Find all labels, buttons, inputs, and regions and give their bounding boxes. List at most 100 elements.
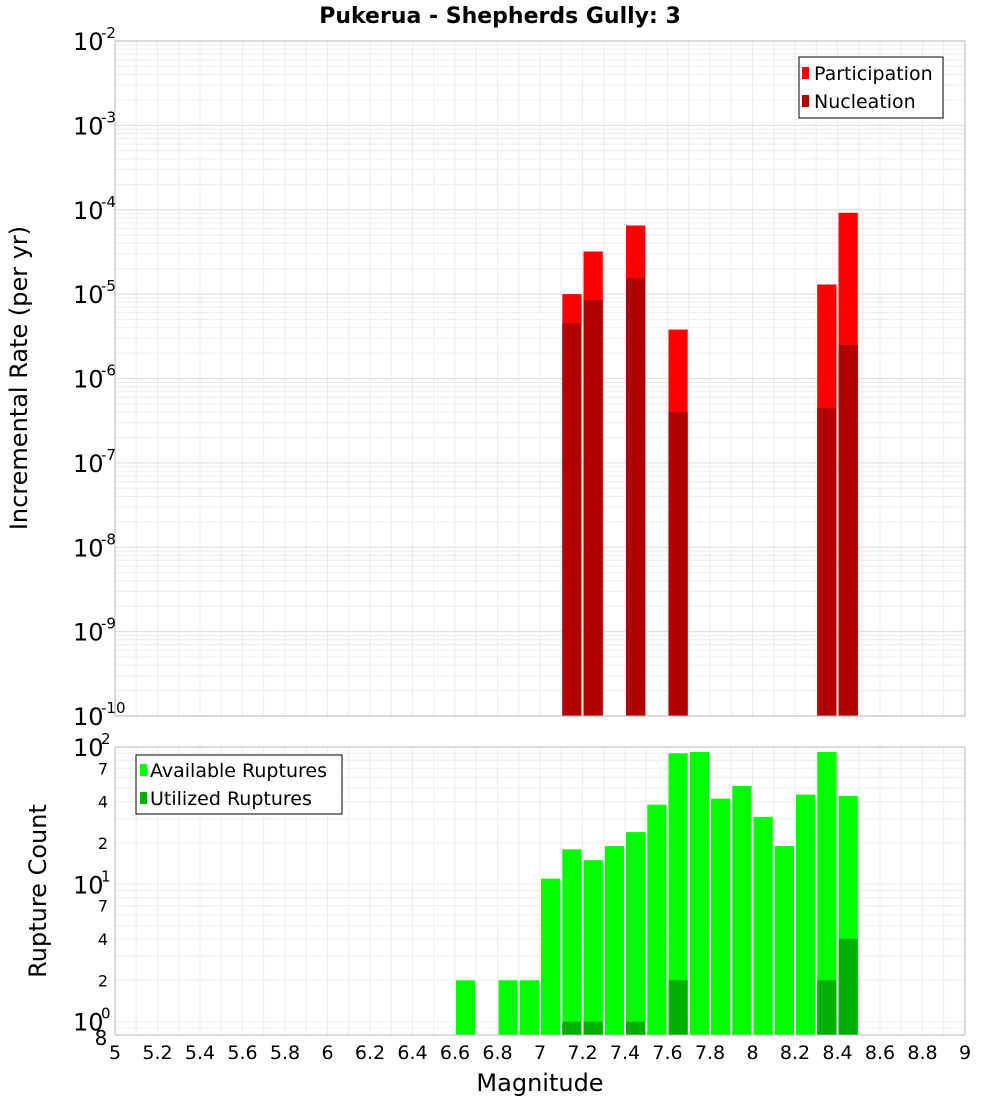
available-ruptures-bar-m8.15	[774, 846, 794, 1035]
x-tick-label: 6.2	[355, 1042, 385, 1064]
svg-text:-2: -2	[101, 24, 116, 42]
x-tick-label: 6	[321, 1042, 333, 1064]
legend-swatch-nucleation	[802, 95, 809, 107]
available-ruptures-bar-m8.35	[817, 752, 837, 1035]
svg-text:-8: -8	[101, 530, 116, 548]
top-y-tick-label: 10-9	[73, 615, 116, 647]
available-ruptures-bar-m8.05	[753, 816, 773, 1035]
x-tick-label: 6.6	[440, 1042, 470, 1064]
bottom-y-major-tick-label: 102	[73, 730, 111, 762]
legend-label-available: Available Ruptures	[150, 760, 327, 782]
available-ruptures-bar-m7.45	[626, 832, 646, 1035]
x-tick-label: 9	[959, 1042, 971, 1064]
top-y-tick-label: 10-8	[73, 530, 116, 562]
legend-label-utilized: Utilized Ruptures	[150, 788, 312, 810]
x-tick-labels: 5 5.2 5.4 5.6 5.8 6 6.2 6.4 6.6 6.8 7 7.2 7.4 7.6 7.8 8…	[109, 1042, 971, 1064]
top-plot-bars	[562, 212, 858, 717]
bottom-plot-area	[114, 746, 966, 1036]
available-ruptures-bar-m7.65	[668, 753, 688, 1035]
legend-label-participation: Participation	[814, 63, 933, 85]
top-y-tick-label: 10-10	[73, 699, 126, 731]
x-tick-label: 5.6	[227, 1042, 257, 1064]
x-tick-label: 7.2	[567, 1042, 597, 1064]
x-tick-label: 6.8	[482, 1042, 512, 1064]
chart-title: Pukerua - Shepherds Gully: 3	[319, 4, 681, 29]
svg-text:0: 0	[101, 1005, 111, 1023]
available-ruptures-bar-m7.35	[604, 846, 624, 1035]
utilized-ruptures-bar-m7.25	[583, 1021, 603, 1035]
x-axis-label: Magnitude	[476, 1069, 603, 1097]
svg-text:10: 10	[73, 450, 104, 478]
svg-text:-7: -7	[101, 446, 116, 464]
nucleation-bar-m7.25	[583, 300, 603, 716]
top-y-axis-label: Incremental Rate (per yr)	[5, 226, 33, 530]
top-y-tick-label: 10-2	[73, 24, 116, 56]
bottom-y-minor-tick-label: 2	[98, 971, 108, 990]
top-y-tick-label: 10-6	[73, 362, 116, 394]
bottom-y-minor-tick-label: 2	[98, 834, 108, 853]
svg-text:10: 10	[73, 703, 104, 731]
top-plot-gridlines	[114, 41, 966, 717]
available-ruptures-bar-m7.15	[562, 849, 582, 1035]
x-tick-label: 8.8	[907, 1042, 937, 1064]
top-y-tick-label: 10-4	[73, 193, 116, 225]
nucleation-bar-m7.15	[562, 323, 582, 716]
nucleation-bar-m8.35	[817, 407, 837, 716]
x-tick-label: 8.6	[865, 1042, 895, 1064]
svg-text:10: 10	[73, 366, 104, 394]
nucleation-bar-m8.45	[838, 344, 858, 716]
bottom-plot-bars	[456, 752, 858, 1035]
available-ruptures-bar-m7.95	[732, 786, 752, 1035]
available-ruptures-bar-m7.75	[689, 752, 710, 1035]
utilized-ruptures-bar-m7.45	[626, 1021, 646, 1035]
available-ruptures-bar-m7.25	[583, 860, 603, 1035]
svg-text:10: 10	[73, 1009, 104, 1037]
x-tick-label: 8.2	[780, 1042, 810, 1064]
svg-text:2: 2	[101, 730, 111, 748]
bottom-y-minor-tick-label: 7	[98, 897, 108, 916]
legend-swatch-available	[140, 764, 147, 776]
available-ruptures-bar-m8.25	[796, 794, 816, 1035]
available-ruptures-bar-m6.85	[498, 980, 518, 1035]
available-ruptures-bar-m6.65	[456, 980, 476, 1035]
x-tick-label: 8	[746, 1042, 758, 1064]
svg-text:10: 10	[73, 197, 104, 225]
svg-text:10: 10	[73, 734, 104, 762]
bottom-y-major-tick-label: 100	[73, 1005, 111, 1037]
available-ruptures-bar-m7.55	[647, 804, 667, 1035]
svg-text:-10: -10	[101, 699, 126, 717]
x-tick-label: 7.8	[695, 1042, 725, 1064]
bottom-y-minor-tick-label: 4	[98, 930, 108, 949]
x-tick-label: 5	[109, 1042, 121, 1064]
svg-text:10: 10	[73, 112, 104, 140]
x-tick-label: 5.8	[270, 1042, 300, 1064]
top-y-tick-label: 10-7	[73, 446, 116, 478]
x-tick-label: 5.2	[142, 1042, 172, 1064]
x-tick-label: 7	[534, 1042, 546, 1064]
legend-swatch-utilized	[140, 792, 147, 804]
x-tick-label: 7.6	[652, 1042, 682, 1064]
bottom-y-minor-tick-label: 7	[98, 759, 108, 778]
svg-text:-3: -3	[101, 108, 116, 126]
bottom-y-minor-tick-label: 8	[95, 1026, 108, 1050]
top-y-tick-label: 10-3	[73, 108, 116, 140]
top-plot-area	[114, 40, 966, 717]
svg-text:-5: -5	[101, 277, 116, 295]
top-legend: Participation Nucleation	[798, 56, 944, 119]
svg-text:10: 10	[73, 28, 104, 56]
svg-text:-9: -9	[101, 615, 116, 633]
nucleation-bar-m7.45	[626, 278, 646, 716]
svg-text:-4: -4	[101, 193, 116, 211]
legend-swatch-participation	[802, 67, 809, 79]
svg-text:1: 1	[101, 867, 111, 885]
svg-text:10: 10	[73, 534, 104, 562]
bottom-y-major-tick-label: 101	[73, 867, 111, 899]
utilized-ruptures-bar-m8.35	[817, 980, 837, 1035]
svg-text:-6: -6	[101, 362, 116, 380]
svg-text:10: 10	[73, 281, 104, 309]
utilized-ruptures-bar-m7.15	[562, 1021, 582, 1035]
x-tick-label: 7.4	[610, 1042, 640, 1064]
utilized-ruptures-bar-m7.65	[668, 980, 688, 1035]
